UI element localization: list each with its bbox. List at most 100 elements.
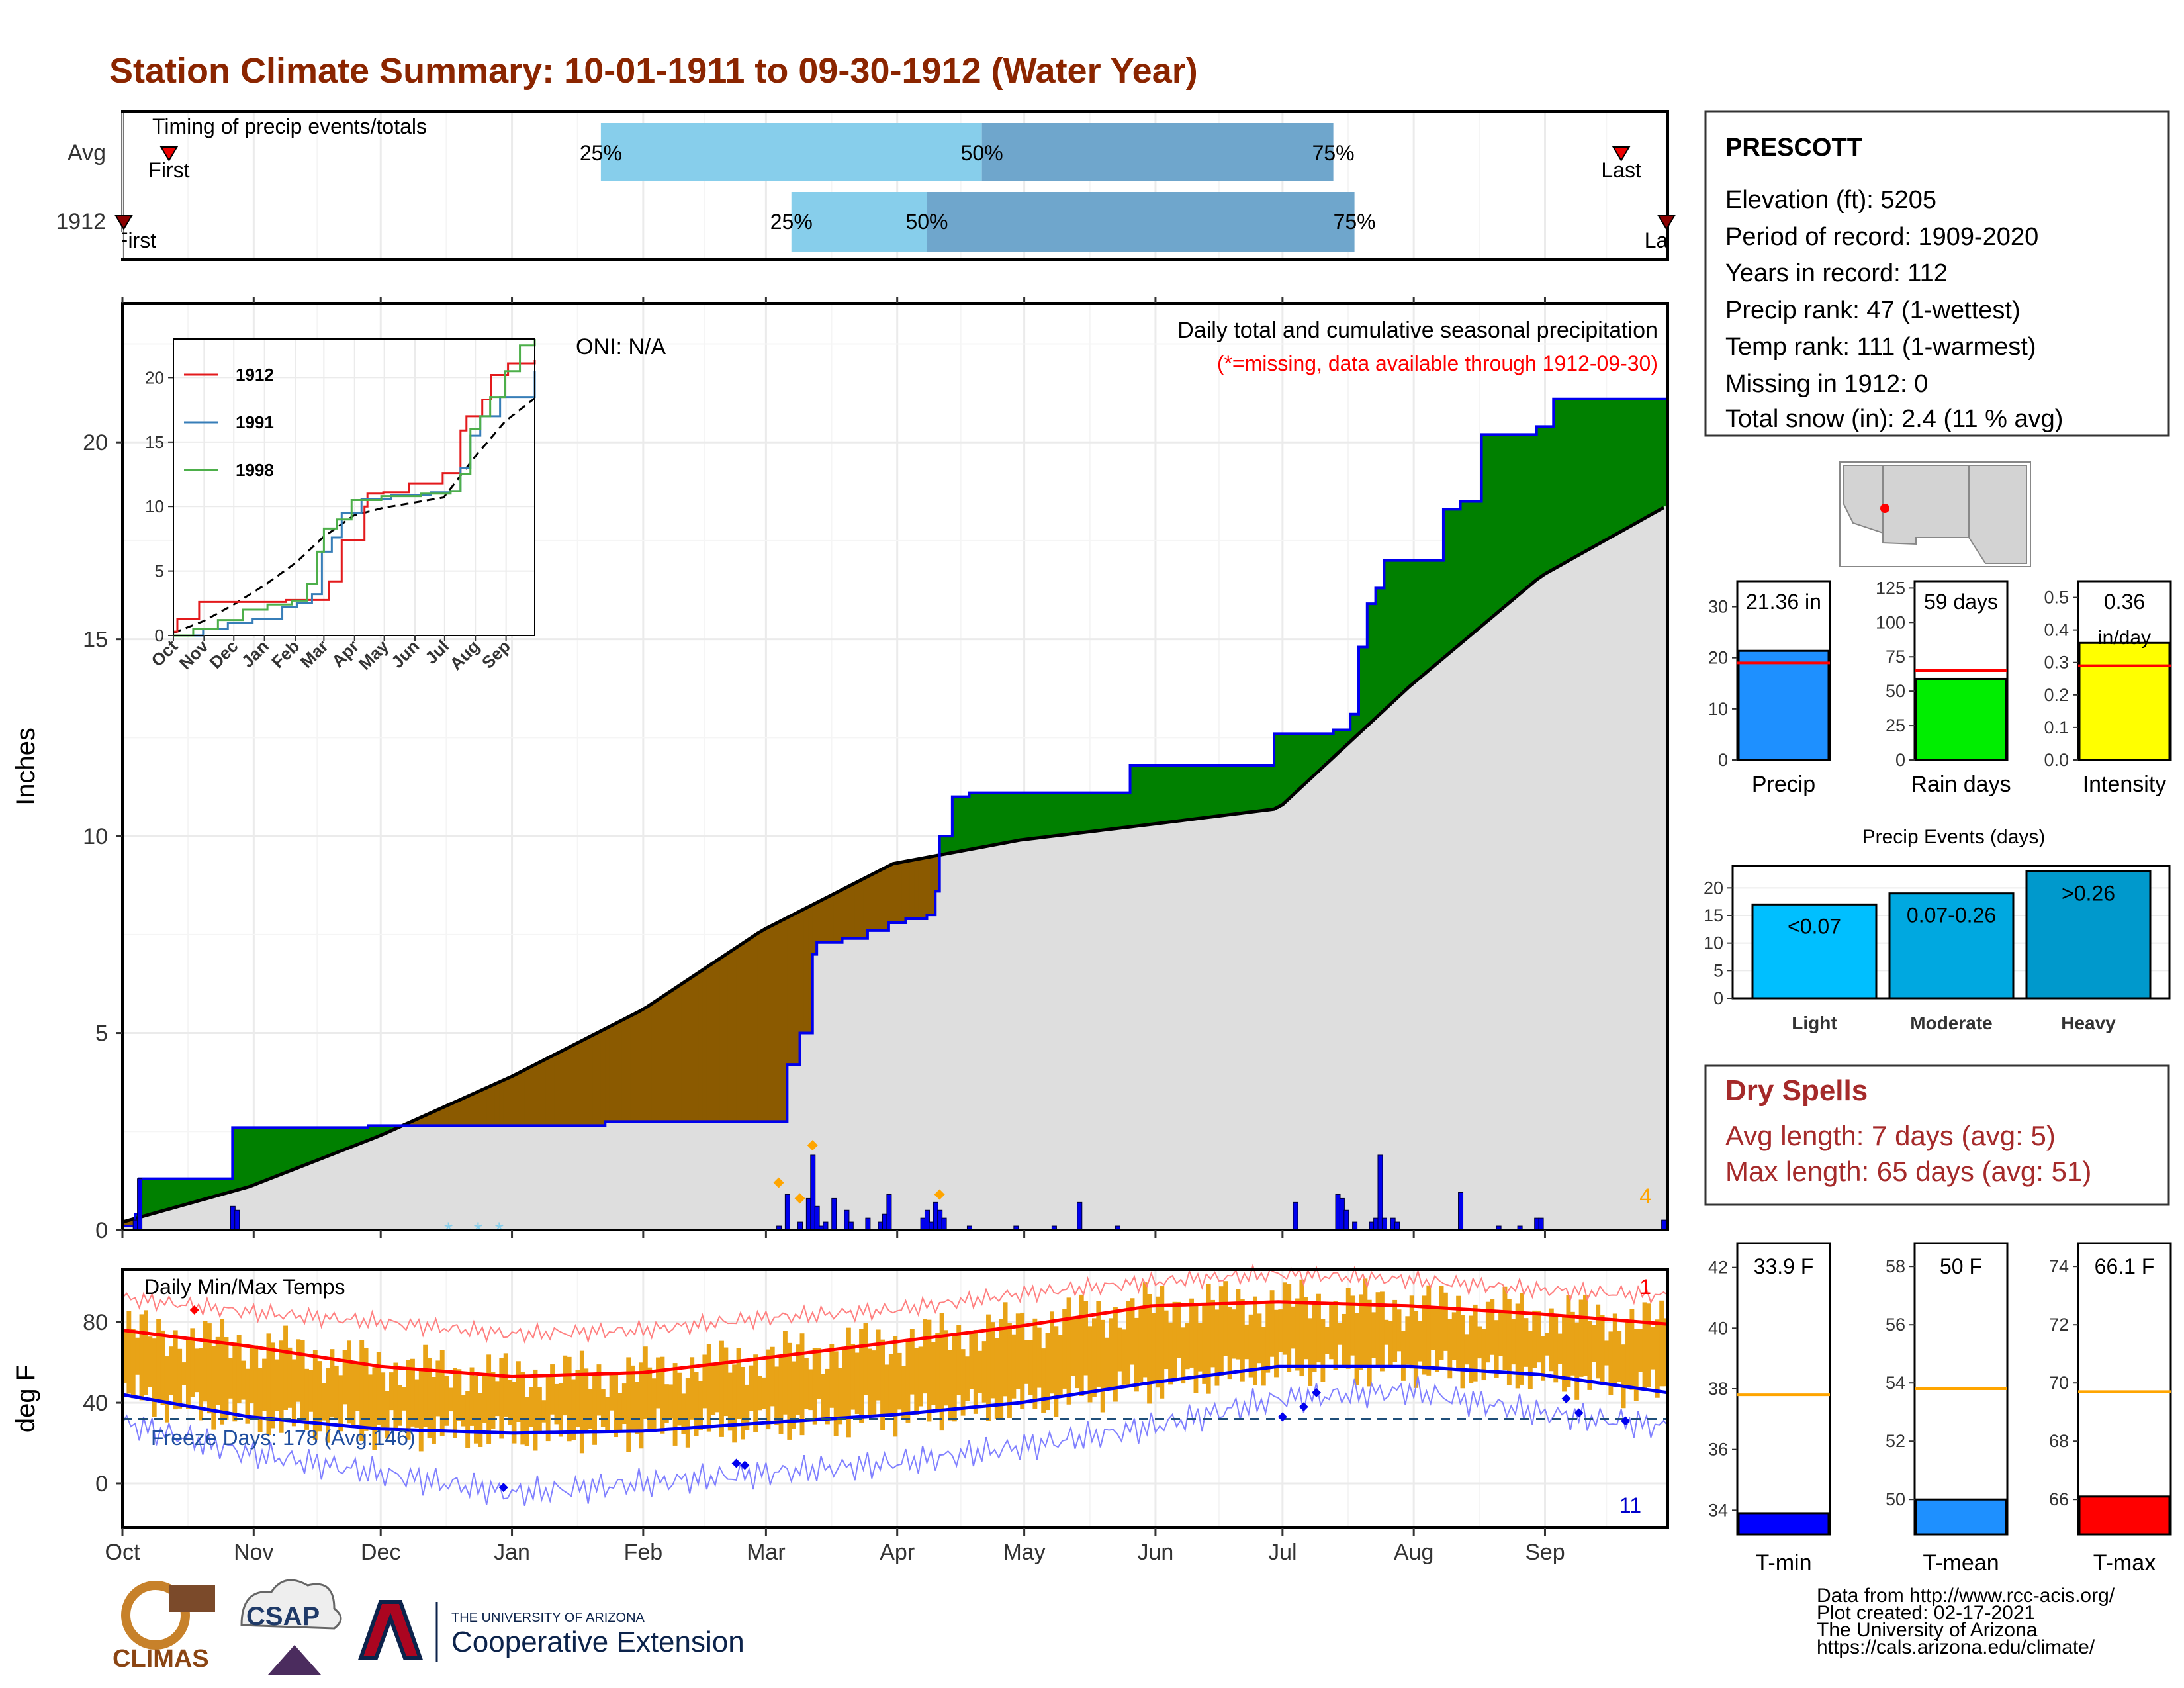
cumulative-diff-band [1168,765,1173,822]
daily-temp-bar [1426,1285,1432,1376]
cumulative-diff-band [389,1125,394,1131]
cumulative-diff-band [812,904,817,955]
cumulative-diff-band [1324,733,1330,764]
daily-temp-bar [723,1347,729,1417]
daily-temp-bar [1172,1301,1177,1380]
cumulative-diff-band [1147,765,1152,825]
record-low-marker [1574,1408,1584,1418]
cumulative-diff-band [1096,792,1101,831]
cumulative-diff-band [1091,792,1097,831]
cumulative-diff-band [1422,560,1427,675]
cumulative-diff-band [190,1178,195,1203]
cumulative-diff-band [1257,765,1262,812]
daily-temp-bar [1278,1309,1283,1352]
events-title: Precip Events (days) [1862,826,2046,848]
cumulative-diff-band [317,1127,322,1160]
mini-y-tick-label: 100 [1876,612,1905,632]
mini-y-tick-label: 0 [1718,750,1728,770]
daily-temp-bar [766,1349,771,1430]
cumulative-diff-band [596,1032,602,1126]
cumulative-diff-band [1160,765,1165,823]
cumulative-diff-band [1562,399,1567,563]
daily-temp-bar [300,1340,305,1421]
cumulative-diff-band [1032,792,1038,839]
cumulative-diff-band [1058,792,1063,835]
daily-temp-bar [999,1319,1004,1419]
cumulative-diff-band [529,1066,534,1126]
daily-temp-bar [427,1358,432,1439]
daily-temp-bar [1612,1313,1617,1387]
cumulative-diff-band [1075,792,1080,833]
daily-temp-bar [876,1329,881,1401]
cumulative-diff-band [1481,434,1486,625]
daily-temp-bar [1456,1295,1461,1370]
mini-value-label: 59 days [1924,590,1998,614]
cumulative-diff-band [520,1070,525,1126]
daily-temp-bar [372,1367,377,1450]
cumulative-diff-band [1384,560,1389,708]
inset-legend-label: 1912 [236,365,274,385]
daily-temp-bar [126,1311,132,1394]
cumulative-diff-band [1642,399,1647,519]
daily-temp-bar [1557,1333,1563,1364]
cumulative-diff-band [1625,399,1631,528]
cumulative-diff-band [1367,604,1372,724]
cumulative-diff-band [745,940,750,1122]
daily-temp-bar [1570,1311,1575,1376]
cumulative-diff-band [1287,733,1292,799]
orange-diamond-marker [807,1140,818,1151]
ua-block-a-icon [357,1600,424,1660]
mini-y-tick-label: 30 [1708,597,1728,617]
cumulative-diff-band [1308,733,1313,779]
inset-y-tick-label: 15 [145,432,164,452]
daily-temp-bar [181,1362,187,1385]
daily-temp-bar [537,1387,542,1432]
daily-temp-bar [122,1330,127,1383]
cumulative-diff-band [990,792,995,845]
cumulative-diff-band [1587,399,1592,549]
daily-precip-bar [1293,1201,1298,1231]
events-bar [1888,892,2015,1000]
cumulative-diff-band [711,962,716,1122]
daily-temp-bar [1079,1294,1084,1397]
daily-temp-bar [1651,1327,1656,1370]
daily-temp-bar [1578,1299,1584,1377]
daily-temp-bar [262,1358,267,1411]
daily-temp-bar [965,1356,970,1401]
daily-temp-bar [1202,1303,1207,1384]
daily-temp-bar [1350,1295,1355,1356]
cumulative-diff-band [1574,399,1580,557]
cumulative-diff-band [220,1178,225,1195]
cumulative-diff-band [351,1127,356,1147]
cumulative-diff-band [512,1075,517,1126]
daily-temp-bar [711,1365,716,1415]
daily-precip-bar [1458,1192,1464,1231]
cumulative-diff-band [757,932,762,1122]
daily-temp-bar [1253,1296,1257,1385]
daily-temp-bar [283,1325,288,1410]
daily-temp-bar [1011,1334,1017,1399]
cumulative-diff-band [152,1178,157,1213]
cumulative-diff-band [787,916,792,1065]
daily-temp-bar [1223,1281,1228,1356]
daily-temp-bar [321,1383,326,1421]
daily-temp-bar [1621,1344,1626,1409]
temp-y-tick-label: 40 [83,1391,108,1416]
cumulative-diff-band [342,1127,347,1150]
daily-temp-bar [1181,1327,1186,1384]
daily-temp-bar [1265,1303,1271,1373]
cumulative-diff-band [1155,765,1160,824]
cumulative-diff-band [1506,434,1512,603]
mini-chart-label: Rain days [1911,772,2011,797]
daily-temp-bar [1028,1340,1033,1395]
daily-temp-bar [787,1342,792,1440]
cumulative-diff-band [1087,792,1093,832]
cumulative-diff-band [1295,733,1300,791]
daily-temp-bar [1050,1311,1054,1394]
texas-shape [1968,465,2027,564]
daily-temp-bar [702,1354,707,1409]
daily-temp-bar [859,1329,864,1423]
inset-avg-dashed-line [173,397,535,634]
cumulative-diff-band [381,1125,386,1135]
